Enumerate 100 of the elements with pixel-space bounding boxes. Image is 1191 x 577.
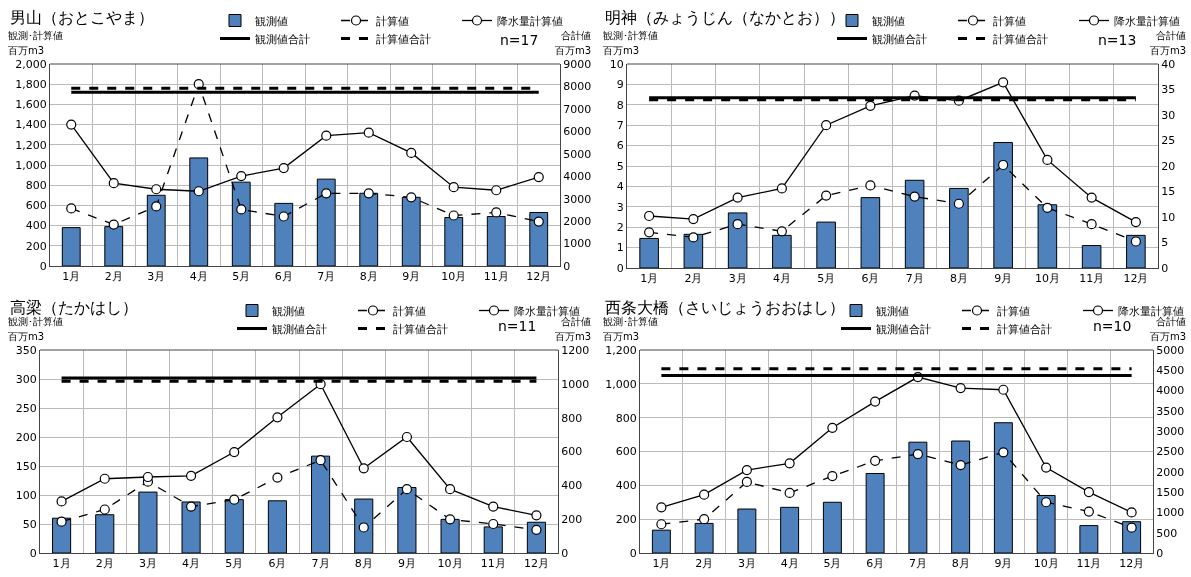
x-tick-label: 2月 <box>695 557 714 571</box>
y-tick-label: 9 <box>616 78 624 92</box>
y-tick-label: 1,400 <box>15 118 47 132</box>
y-tick-label: 0 <box>39 259 47 273</box>
y-tick-label: 50 <box>22 517 37 531</box>
x-tick-label: 12月 <box>1123 272 1149 286</box>
point <box>531 510 542 521</box>
point <box>406 147 417 158</box>
chart-title: 男山（おとこやま） <box>10 8 154 27</box>
y2-tick-label: 0 <box>1161 261 1169 275</box>
point <box>321 188 332 199</box>
point <box>1086 219 1097 230</box>
y-tick-label: 7 <box>616 119 624 133</box>
y-tick-label: 10 <box>609 57 624 71</box>
point <box>865 100 876 111</box>
point <box>151 184 162 195</box>
legend-label: 降水量計算値 <box>514 304 580 318</box>
point <box>401 431 413 443</box>
bar <box>138 491 158 553</box>
y2-tick-label: 0 <box>563 259 571 273</box>
legend-label: 降水量計算値 <box>1118 304 1184 318</box>
point <box>1041 497 1052 508</box>
x-tick-label: 11月 <box>480 557 506 571</box>
y2-tick-label: 1200 <box>561 343 590 357</box>
bar <box>1079 525 1099 553</box>
point <box>99 504 110 515</box>
y-tick-label: 1,000 <box>15 158 47 172</box>
point <box>955 382 966 394</box>
x-tick-label: 11月 <box>1076 557 1102 571</box>
bar <box>860 197 881 268</box>
y2-tick-label: 15 <box>1161 185 1176 199</box>
y-tick-label: 1 <box>616 241 624 255</box>
bar <box>816 221 836 268</box>
point <box>185 470 197 481</box>
point <box>278 162 289 174</box>
y-tick-label: 3 <box>616 200 624 214</box>
x-tick-label: 3月 <box>737 557 756 571</box>
legend-label: 観測値 <box>876 304 909 318</box>
bar <box>61 227 81 266</box>
y-tick-label: 0 <box>616 261 624 275</box>
point <box>776 183 787 194</box>
point <box>998 77 1009 88</box>
y-tick-label: 800 <box>25 179 47 193</box>
point <box>741 476 752 488</box>
y2-axis-title: 合計値 <box>561 30 591 41</box>
y2-tick-label: 2000 <box>1156 465 1185 479</box>
point <box>955 459 966 471</box>
y-axis-title: 観測･計算値 <box>8 316 63 327</box>
legend-label: 観測値 <box>255 14 288 28</box>
y2-axis-title: 合計値 <box>561 316 591 327</box>
text: n=10 <box>1093 318 1132 334</box>
y2-tick-label: 8000 <box>563 80 592 94</box>
legend-label: 観測値合計 <box>255 32 310 46</box>
x-tick-label: 4月 <box>182 557 201 571</box>
point <box>1126 507 1137 518</box>
point <box>363 127 374 138</box>
text: 百万m3 <box>1150 331 1187 342</box>
y-tick-label: 150 <box>15 459 37 473</box>
point <box>108 219 119 230</box>
point <box>688 232 699 243</box>
point <box>401 484 413 495</box>
x-tick-label: 2月 <box>95 557 114 571</box>
y2-tick-label: 1500 <box>1156 485 1185 499</box>
y-tick-label: 1,200 <box>15 138 47 152</box>
point <box>236 204 247 215</box>
legend-label: 観測値合計 <box>272 322 327 336</box>
point <box>912 448 923 460</box>
y2-tick-label: 3000 <box>563 192 592 206</box>
y2-tick-label: 0 <box>1156 546 1164 560</box>
legend-label: 計算値 <box>393 304 426 318</box>
point <box>488 501 499 512</box>
y2-tick-label: 40 <box>1161 57 1176 71</box>
legend-label: 観測値合計 <box>872 32 927 46</box>
y2-tick-label: 20 <box>1161 159 1176 173</box>
y2-tick-label: 30 <box>1161 108 1176 122</box>
x-tick-label: 7月 <box>317 270 336 284</box>
point <box>533 172 544 183</box>
y2-tick-label: 5000 <box>1156 343 1185 357</box>
x-tick-label: 12月 <box>1119 557 1145 571</box>
y2-tick-label: 1000 <box>563 237 592 251</box>
x-tick-label: 7月 <box>908 557 927 571</box>
x-tick-label: 5月 <box>225 557 244 571</box>
legend-label: 計算値 <box>376 14 409 28</box>
point <box>1041 462 1052 473</box>
legend-label: 観測値 <box>872 14 905 28</box>
point <box>699 489 710 500</box>
y-tick-label: 800 <box>615 411 637 425</box>
legend-label: 観測値合計 <box>876 322 931 336</box>
y-axis-title: 観測･計算値 <box>603 316 658 327</box>
legend-label: 計算値 <box>993 14 1026 28</box>
y2-tick-label: 4000 <box>563 170 592 184</box>
x-tick-label: 8月 <box>949 272 968 286</box>
point <box>533 216 544 227</box>
chart-title: 西条大橋（さいじょうおおはし） <box>605 298 845 317</box>
y-tick-label: 6 <box>616 139 624 153</box>
point <box>870 455 881 466</box>
x-tick-label: 3月 <box>728 272 747 286</box>
y-tick-label: 1,000 <box>605 377 637 391</box>
point <box>236 171 247 182</box>
y-tick-label: 8 <box>616 98 624 112</box>
